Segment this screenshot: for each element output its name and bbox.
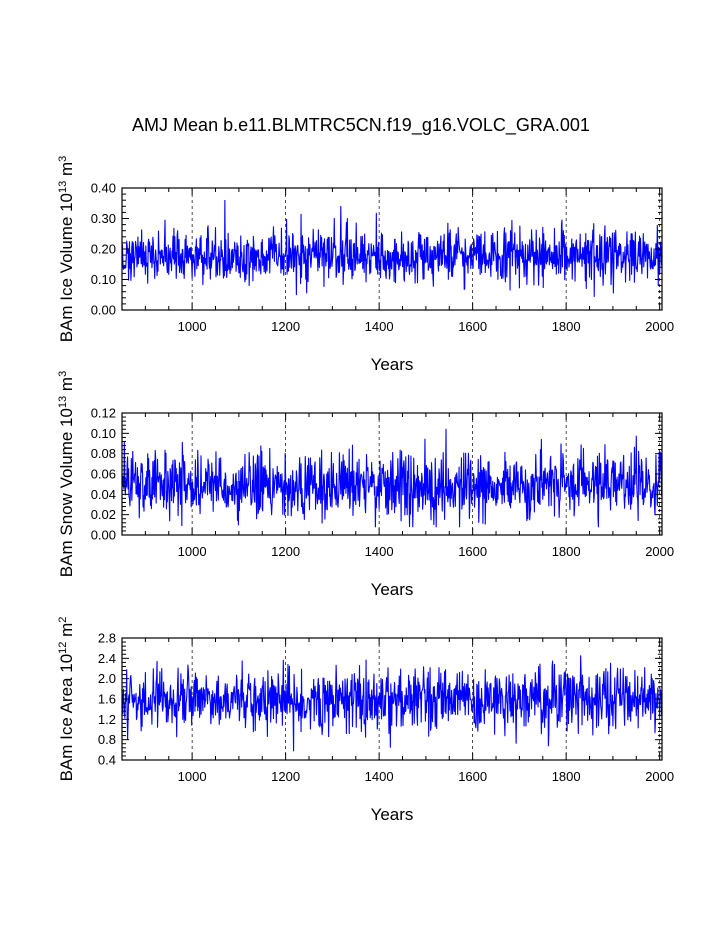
y-tick-label: 0.20 <box>91 242 116 257</box>
y-label-exponent: 13 <box>57 396 69 408</box>
x-tick-label: 1800 <box>552 769 581 784</box>
y-tick-label: 0.00 <box>91 303 116 318</box>
series-line <box>121 655 663 752</box>
y-label-unit: m <box>57 162 76 181</box>
y-tick-label: 1.2 <box>98 712 116 727</box>
x-tick-label: 1800 <box>552 319 581 334</box>
y-label-unit-exponent: 3 <box>57 371 69 377</box>
y-axis-label: BAm Ice Area 1012 m2 <box>57 617 76 782</box>
y-tick-label: 0.10 <box>91 272 116 287</box>
x-tick-label: 1600 <box>458 319 487 334</box>
x-tick-label: 2000 <box>645 544 674 559</box>
x-tick-label: 1000 <box>178 769 207 784</box>
chart-panel-3: 1000 1200 1400 1600 1800 2000 0.4 0.8 1.2 1.6 2.0 2… <box>57 617 674 824</box>
y-tick-label: 2.4 <box>98 651 116 666</box>
x-tick-label: 1400 <box>365 319 394 334</box>
y-tick-label: 2.0 <box>98 671 116 686</box>
x-tick-label: 1000 <box>178 544 207 559</box>
y-label-text: BAm Ice Volume 10 <box>57 193 76 342</box>
x-tick-label: 2000 <box>645 769 674 784</box>
x-tick-label: 1400 <box>365 544 394 559</box>
y-label-exponent: 13 <box>57 181 69 193</box>
y-tick-label: 0.30 <box>91 211 116 226</box>
x-axis-label: Years <box>371 805 414 824</box>
y-label-unit: m <box>57 623 76 642</box>
x-tick-label: 2000 <box>645 319 674 334</box>
y-tick-label: 2.8 <box>98 631 116 646</box>
y-tick-label: 0.12 <box>91 406 116 421</box>
y-tick-label: 0.00 <box>91 528 116 543</box>
x-axis-label: Years <box>371 355 414 374</box>
x-tick-label: 1600 <box>458 544 487 559</box>
series-line <box>121 199 663 298</box>
y-tick-label: 0.10 <box>91 426 116 441</box>
y-tick-label: 0.4 <box>98 753 116 768</box>
x-tick-label: 1200 <box>271 544 300 559</box>
y-label-exponent: 12 <box>57 642 69 654</box>
y-label-unit-exponent: 2 <box>57 617 69 623</box>
y-tick-label: 0.8 <box>98 732 116 747</box>
y-label-text: BAm Snow Volume 10 <box>57 408 76 577</box>
series-line <box>121 428 663 528</box>
y-tick-label: 0.40 <box>91 181 116 196</box>
y-label-unit-exponent: 3 <box>57 156 69 162</box>
y-tick-label: 0.08 <box>91 446 116 461</box>
x-tick-label: 1400 <box>365 769 394 784</box>
y-label-text: BAm Ice Area 10 <box>57 654 76 782</box>
x-tick-label: 1200 <box>271 769 300 784</box>
y-tick-label: 0.06 <box>91 467 116 482</box>
x-tick-label: 1800 <box>552 544 581 559</box>
y-axis-label: BAm Snow Volume 1013 m3 <box>57 371 76 577</box>
chart-title: AMJ Mean b.e11.BLMTRC5CN.f19_g16.VOLC_GR… <box>132 115 590 136</box>
x-tick-label: 1000 <box>178 319 207 334</box>
y-tick-label: 0.04 <box>91 487 116 502</box>
panels: 1000 1200 1400 1600 1800 2000 0.00 0.10 0.20 0.30… <box>57 156 674 824</box>
chart-panel-2: 1000 1200 1400 1600 1800 2000 0.00 0.02 0.04 0.06… <box>57 371 674 599</box>
x-tick-label: 1600 <box>458 769 487 784</box>
y-tick-label: 0.02 <box>91 507 116 522</box>
x-axis-label: Years <box>371 580 414 599</box>
x-tick-label: 1200 <box>271 319 300 334</box>
y-label-unit: m <box>57 377 76 396</box>
y-tick-label: 1.6 <box>98 692 116 707</box>
chart-panel-1: 1000 1200 1400 1600 1800 2000 0.00 0.10 0.20 0.30… <box>57 156 674 374</box>
y-axis-label: BAm Ice Volume 1013 m3 <box>57 156 76 343</box>
